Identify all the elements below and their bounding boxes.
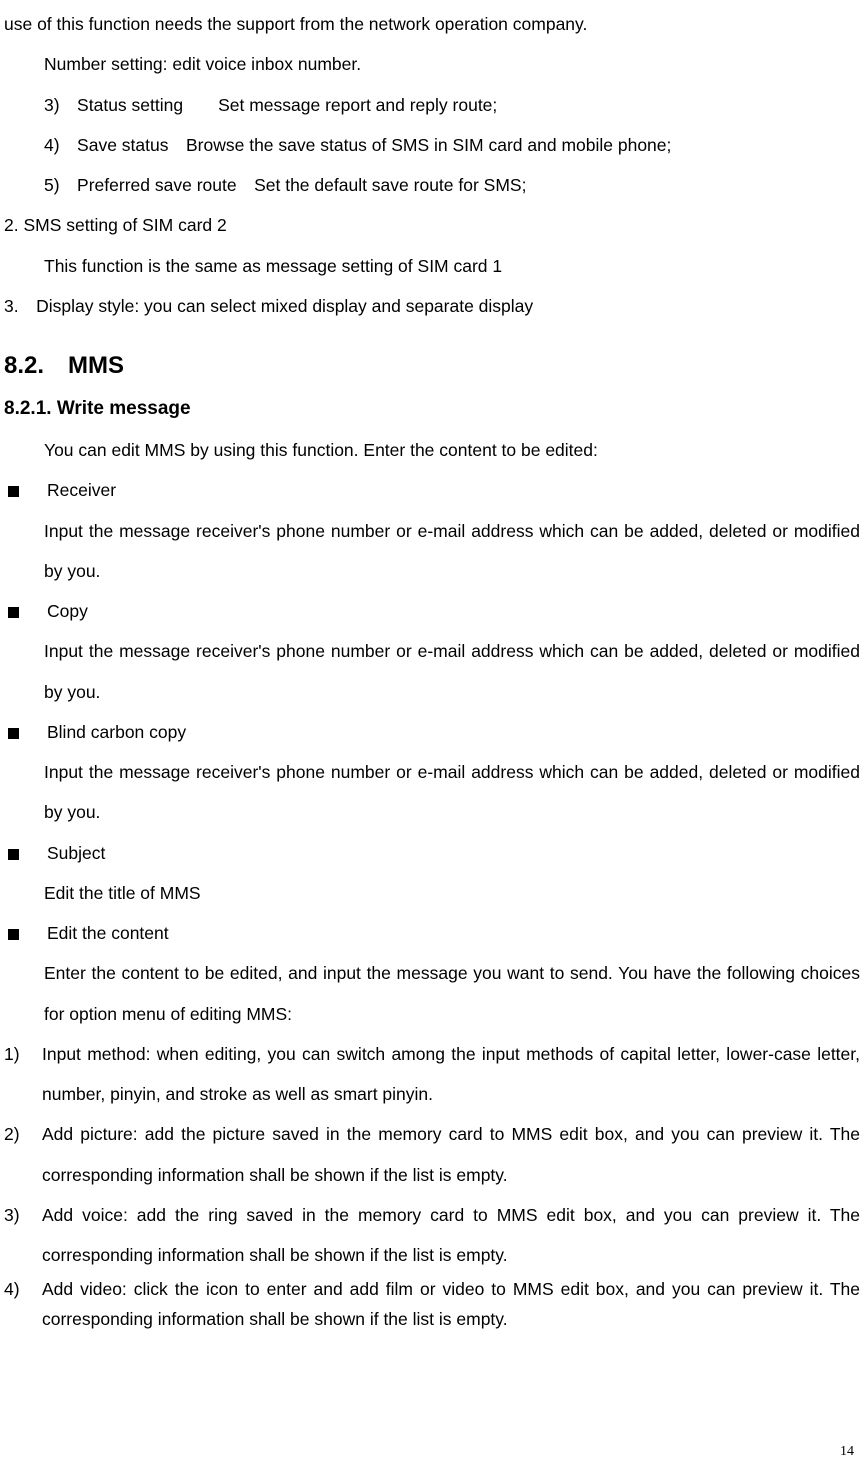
bullet-bcc-label: Blind carbon copy <box>47 712 186 752</box>
square-bullet-icon <box>8 929 19 940</box>
numbered-2-label: 2) <box>4 1114 42 1195</box>
copy-body: Input the message receiver's phone numbe… <box>4 631 860 712</box>
bullet-copy: Copy <box>4 591 860 631</box>
sim2-body: This function is the same as message set… <box>4 246 860 286</box>
numbered-item-2: 2) Add picture: add the picture saved in… <box>4 1114 860 1195</box>
numbered-item-1: 1) Input method: when editing, you can s… <box>4 1034 860 1115</box>
document-page: use of this function needs the support f… <box>0 0 864 1476</box>
write-message-intro: You can edit MMS by using this function.… <box>4 430 860 470</box>
numbered-item-3: 3) Add voice: add the ring saved in the … <box>4 1195 860 1276</box>
bullet-bcc: Blind carbon copy <box>4 712 860 752</box>
bcc-body-text: Input the message receiver's phone numbe… <box>44 762 860 822</box>
preferred-save-route: 5) Preferred save route Set the default … <box>4 165 860 205</box>
page-number: 14 <box>840 1444 854 1460</box>
subsection-heading-write-message: 8.2.1. Write message <box>4 398 860 420</box>
numbered-4-label: 4) <box>4 1275 42 1335</box>
bullet-subject: Subject <box>4 833 860 873</box>
edit-content-body: Enter the content to be edited, and inpu… <box>4 953 860 1034</box>
square-bullet-icon <box>8 486 19 497</box>
section-heading-mms: 8.2. MMS <box>4 352 860 380</box>
edit-content-body-text: Enter the content to be edited, and inpu… <box>44 963 860 1023</box>
square-bullet-icon <box>8 607 19 618</box>
receiver-body-line1: Input the message receiver's phone numbe… <box>4 511 860 592</box>
bullet-edit-content: Edit the content <box>4 913 860 953</box>
copy-body-text: Input the message receiver's phone numbe… <box>44 641 860 701</box>
bullet-subject-label: Subject <box>47 833 105 873</box>
bullet-receiver: Receiver <box>4 470 860 510</box>
bullet-copy-label: Copy <box>47 591 88 631</box>
numbered-4-body: Add video: click the icon to enter and a… <box>42 1275 860 1335</box>
numbered-3-body: Add voice: add the ring saved in the mem… <box>42 1195 860 1276</box>
square-bullet-icon <box>8 728 19 739</box>
square-bullet-icon <box>8 849 19 860</box>
save-status: 4) Save status Browse the save status of… <box>4 125 860 165</box>
numbered-3-label: 3) <box>4 1195 42 1276</box>
display-style: 3. Display style: you can select mixed d… <box>4 286 860 326</box>
numbered-item-4: 4) Add video: click the icon to enter an… <box>4 1275 860 1335</box>
numbered-1-label: 1) <box>4 1034 42 1115</box>
sim2-heading: 2. SMS setting of SIM card 2 <box>4 205 860 245</box>
number-setting: Number setting: edit voice inbox number. <box>4 44 860 84</box>
bullet-edit-content-label: Edit the content <box>47 913 169 953</box>
intro-line1: use of this function needs the support f… <box>4 4 860 44</box>
numbered-1-body: Input method: when editing, you can swit… <box>42 1034 860 1115</box>
receiver-body-text: Input the message receiver's phone numbe… <box>44 521 860 581</box>
subject-body: Edit the title of MMS <box>4 873 860 913</box>
bullet-receiver-label: Receiver <box>47 470 116 510</box>
numbered-2-body: Add picture: add the picture saved in th… <box>42 1114 860 1195</box>
bcc-body: Input the message receiver's phone numbe… <box>4 752 860 833</box>
status-setting: 3) Status setting Set message report and… <box>4 85 860 125</box>
